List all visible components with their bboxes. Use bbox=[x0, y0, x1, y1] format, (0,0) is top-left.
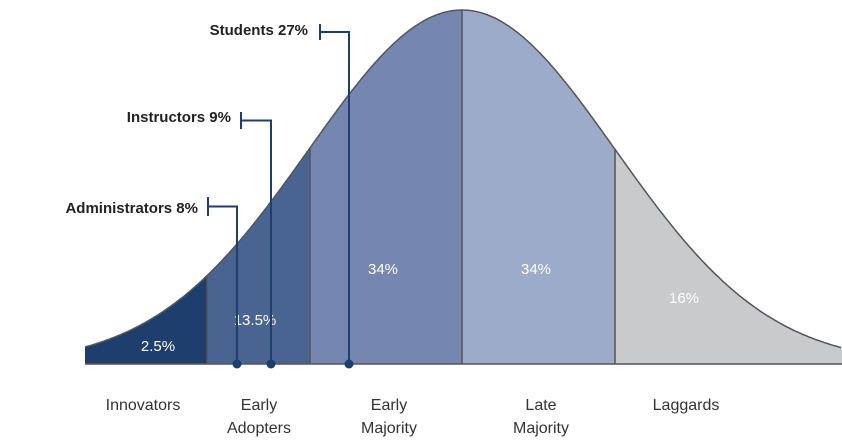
curve-outline bbox=[84, 9, 842, 349]
callout-label: Instructors 9% bbox=[127, 109, 231, 126]
category-line: Early bbox=[371, 397, 407, 414]
segment-dividers bbox=[206, 10, 616, 364]
segment-late-majority bbox=[462, 10, 615, 364]
category-line: Late bbox=[525, 397, 556, 414]
category-line: Adopters bbox=[227, 420, 291, 437]
callout-line bbox=[241, 119, 272, 364]
callout-label: Students 27% bbox=[210, 22, 308, 39]
category-early-adopters: Early Adopters bbox=[227, 397, 291, 437]
segment-innovators bbox=[85, 275, 207, 364]
callout-dot bbox=[266, 359, 276, 369]
category-early-majority: Early Majority bbox=[361, 397, 417, 437]
category-innovators: Innovators bbox=[106, 397, 181, 414]
callout-administrators: Administrators 8% bbox=[65, 197, 242, 369]
category-line: Majority bbox=[361, 420, 417, 437]
callout-dot bbox=[232, 359, 242, 369]
category-laggards: Laggards bbox=[653, 397, 720, 414]
category-line: Laggards bbox=[653, 397, 720, 414]
segment-laggards bbox=[615, 149, 842, 364]
segment-early-majority bbox=[310, 10, 462, 364]
curve-segments bbox=[85, 10, 842, 364]
callout-line bbox=[208, 205, 238, 364]
percent-laggards: 16% bbox=[669, 290, 699, 307]
segment-early-adopters bbox=[207, 147, 310, 364]
category-late-majority: Late Majority bbox=[513, 397, 569, 437]
percent-late-majority: 34% bbox=[521, 261, 551, 278]
callout-label: Administrators 8% bbox=[65, 200, 198, 217]
callout-instructors: Instructors 9% bbox=[127, 109, 276, 369]
percent-early-adopters: 13.5% bbox=[234, 312, 277, 329]
callout-line bbox=[320, 31, 350, 364]
percent-early-majority: 34% bbox=[368, 261, 398, 278]
category-line: Early bbox=[241, 397, 277, 414]
percent-innovators: 2.5% bbox=[141, 338, 175, 355]
category-line: Majority bbox=[513, 420, 569, 437]
callout-dot bbox=[344, 359, 354, 369]
category-line: Innovators bbox=[106, 397, 181, 414]
callout-students: Students 27% bbox=[210, 22, 354, 369]
category-labels: Innovators Early Adopters Early Majority L… bbox=[106, 397, 720, 437]
